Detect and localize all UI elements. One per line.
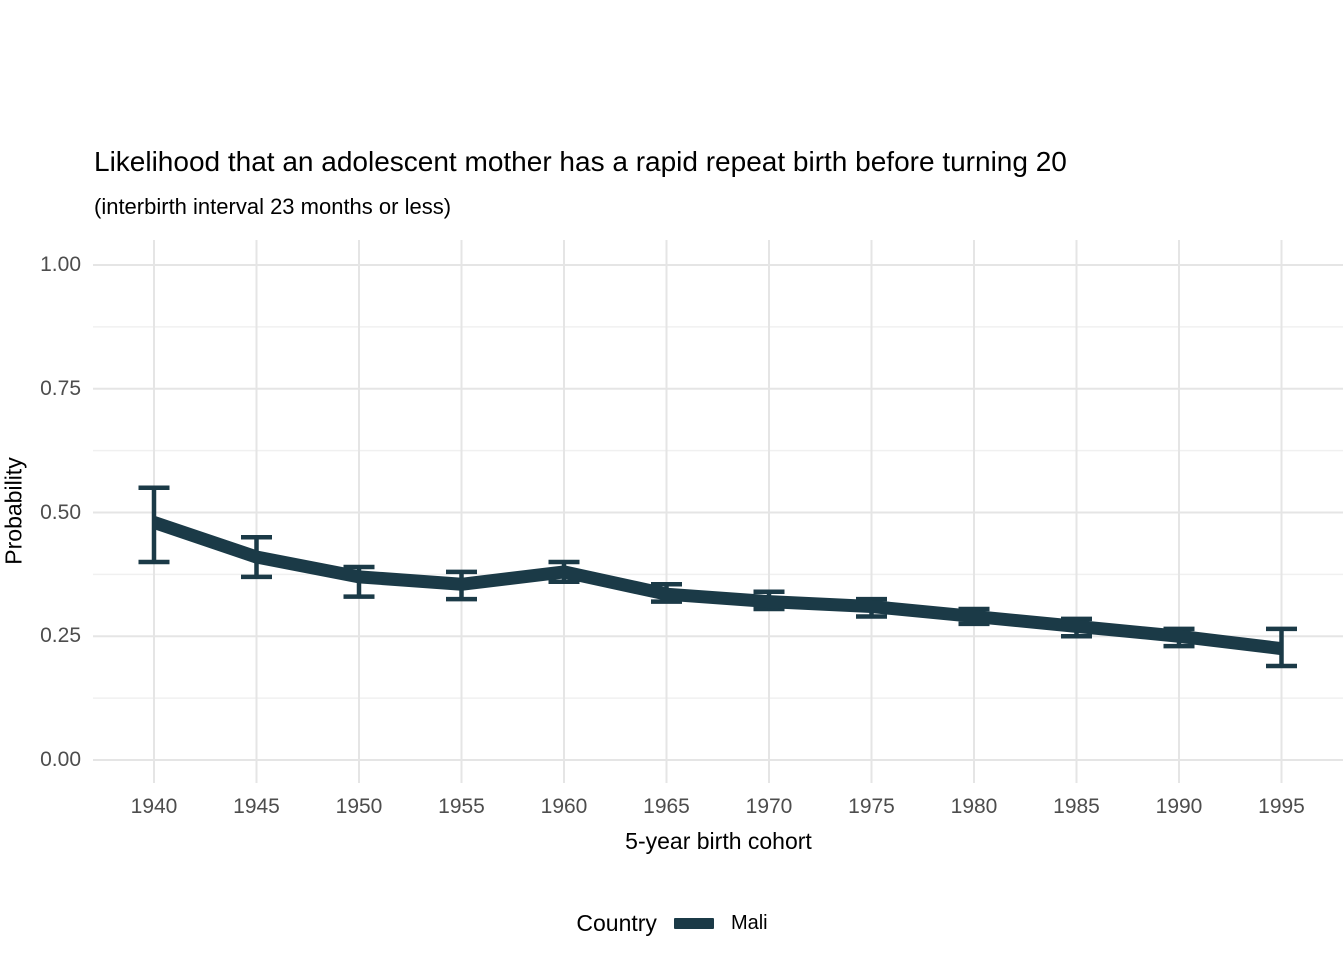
legend-title: Country [576,909,657,936]
x-tick-label: 1965 [643,795,690,818]
legend: Country Mali [0,903,1344,943]
x-tick-label: 1960 [540,795,588,818]
x-tick-label: 1990 [1155,795,1203,818]
legend-key-line-swatch [673,917,714,929]
x-tick-label: 1980 [950,795,998,818]
chart-title: Likelihood that an adolescent mother has… [94,146,1067,177]
x-tick-label: 1975 [848,795,895,818]
x-tick-label: 1985 [1053,795,1100,818]
series-line-mali [151,516,1283,656]
y-tick-label: 1.00 [40,253,81,276]
legend-item-label: Mali [730,911,768,934]
y-tick-label: 0.75 [40,376,81,400]
x-tick-label: 1950 [335,795,383,818]
x-axis-title: 5-year birth cohort [625,828,812,854]
x-tick-label: 1995 [1258,795,1305,818]
chart-subtitle: (interbirth interval 23 months or less) [94,194,452,219]
y-tick-label: 0.00 [40,748,81,771]
x-tick-label: 1955 [438,795,485,818]
x-tick-label: 1940 [130,795,178,818]
x-tick-label: 1945 [233,795,280,818]
x-tick-label: 1970 [745,795,793,818]
y-tick-label: 0.50 [40,500,81,524]
y-tick-label: 0.25 [40,624,81,648]
